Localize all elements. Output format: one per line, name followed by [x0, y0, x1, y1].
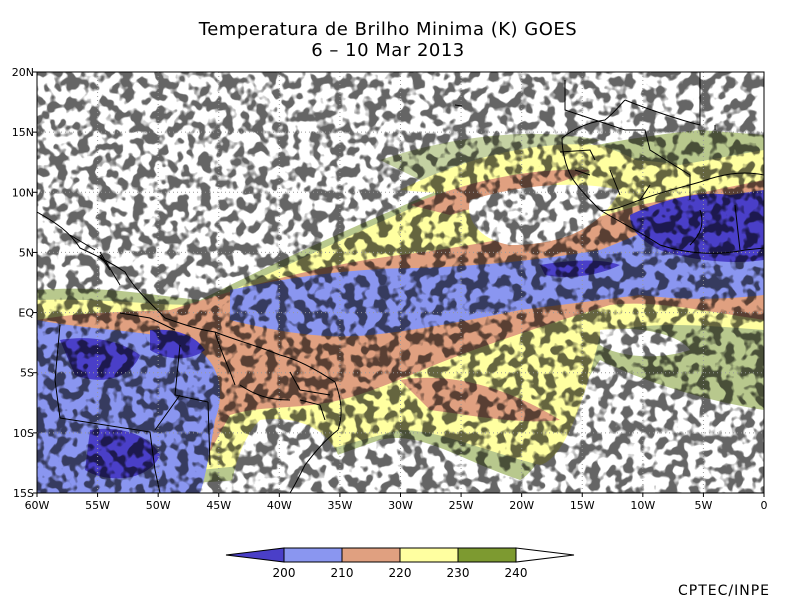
- lon-label: 55W: [85, 499, 110, 512]
- legend-label: 230: [447, 566, 470, 580]
- africa-borders: [559, 72, 741, 251]
- lon-label: 5W: [694, 499, 712, 512]
- lat-label: 20N: [12, 66, 34, 79]
- lon-label: 40W: [267, 499, 292, 512]
- lat-label: 15N: [12, 126, 34, 139]
- lon-label: 45W: [206, 499, 231, 512]
- legend-label: 240: [505, 566, 528, 580]
- lon-label: 0: [761, 499, 768, 512]
- legend-label: 200: [273, 566, 296, 580]
- legend-swatch-220-230: [399, 547, 459, 563]
- axis-ticks: [33, 71, 765, 497]
- legend-label: 210: [331, 566, 354, 580]
- lon-label: 25W: [449, 499, 474, 512]
- lon-label: 30W: [388, 499, 413, 512]
- lat-label: 10S: [13, 427, 34, 440]
- legend-swatch-200-210: [283, 547, 343, 563]
- brazil-state-borders: [54, 234, 331, 493]
- legend-swatch-230-240: [457, 547, 517, 563]
- legend-label: 220: [389, 566, 412, 580]
- longitude-labels: 60W 55W 50W 45W 40W 35W 30W 25W 20W 15W …: [25, 499, 768, 512]
- map-title: Temperatura de Brilho Minima (K) GOES: [198, 19, 578, 40]
- latitude-labels: 20N 15N 10N 5N EQ 5S 10S 15S: [12, 66, 35, 500]
- lon-label: 60W: [25, 499, 50, 512]
- lat-label: 5S: [20, 367, 34, 380]
- color-bar-legend: 200 210 220 230 240: [225, 547, 575, 580]
- lon-label: 50W: [146, 499, 171, 512]
- lat-label: 15S: [13, 487, 34, 500]
- lon-label: 35W: [327, 499, 352, 512]
- islands: [99, 104, 463, 263]
- lon-label: 15W: [570, 499, 595, 512]
- legend-swatch-210-220: [341, 547, 401, 563]
- lon-label: 20W: [509, 499, 534, 512]
- legend-swatch-lt200: [225, 547, 285, 563]
- legend-swatch-gt240: [515, 547, 575, 563]
- lon-label: 10W: [630, 499, 655, 512]
- lat-label: 10N: [12, 186, 34, 199]
- lat-label: 5N: [19, 246, 34, 259]
- map-subtitle: 6 – 10 Mar 2013: [311, 40, 465, 61]
- africa-coast: [561, 99, 764, 254]
- cloud-temperature-field: [37, 72, 764, 493]
- credit-label: CPTEC/INPE: [678, 583, 770, 599]
- coastlines: [37, 72, 764, 493]
- lat-label: EQ: [18, 307, 34, 320]
